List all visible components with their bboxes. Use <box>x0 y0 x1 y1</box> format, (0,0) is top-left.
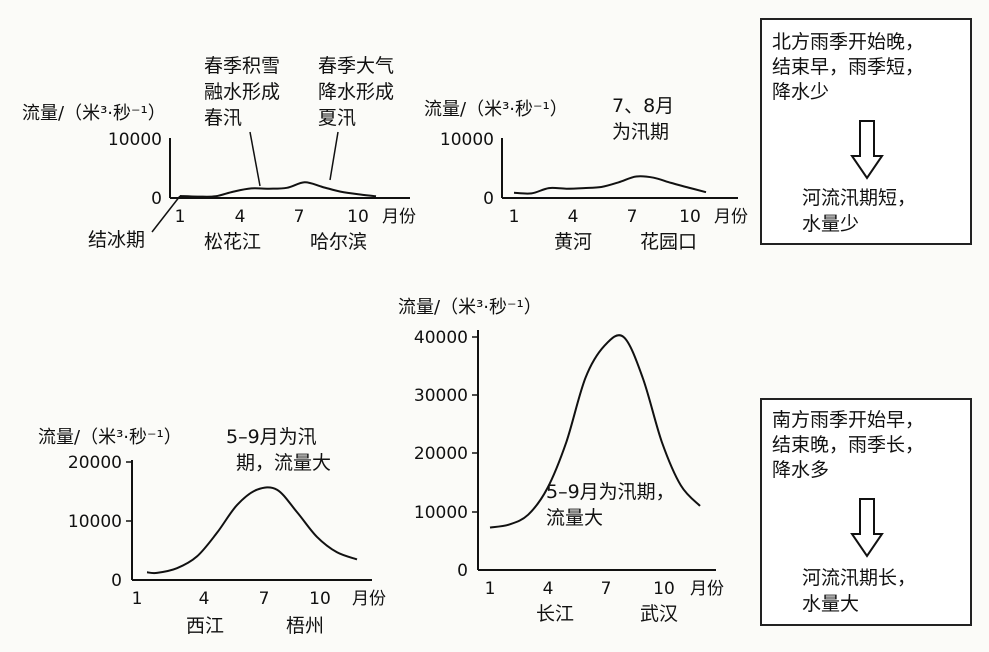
songhua-station-name: 哈尔滨 <box>310 231 367 253</box>
songhua-y-tick-label: 0 <box>151 189 162 209</box>
xijiang-station-name: 梧州 <box>286 615 324 637</box>
xijiang-y-tick-label: 20000 <box>68 453 122 473</box>
down-arrow-icon <box>850 498 884 558</box>
xijiang-y-tick-label: 0 <box>111 571 122 591</box>
north-explanation-box: 北方雨季开始晚， 结束早，雨季短， 降水少 河流汛期短， 水量少 <box>760 18 972 245</box>
huanghe-flow-curve <box>513 175 707 195</box>
songhua-y-tick-label: 10000 <box>108 130 162 150</box>
songhua-summer-note: 降水形成 <box>318 81 394 103</box>
changjiang-river-name: 长江 <box>536 603 574 625</box>
xijiang-flood-note: 5–9月为汛 <box>226 426 317 448</box>
huanghe-x-tick-label: 7 <box>627 207 638 227</box>
changjiang-y-tick-label: 40000 <box>414 328 468 348</box>
changjiang-x-tick-label: 10 <box>653 579 675 599</box>
songhua-spring-note: 春汛 <box>204 107 242 129</box>
huanghe-flood-note: 7、8月 <box>612 95 674 117</box>
north-result-line: 河流汛期短， <box>802 187 917 209</box>
songhua-x-tick-label: 10 <box>347 207 369 227</box>
changjiang-flood-note: 5–9月为汛期， <box>546 481 675 503</box>
changjiang-x-tick-label: 4 <box>543 579 554 599</box>
songhua-summer-leader <box>329 131 339 181</box>
xijiang-river-name: 西江 <box>186 615 224 637</box>
huanghe-y-axis-label: 流量/（米³·秒⁻¹） <box>424 99 568 120</box>
songhua-river-name: 松花江 <box>204 231 261 253</box>
changjiang-chart: 流量/（米³·秒⁻¹） 40000 30000 20000 10000 0 1 … <box>398 297 724 625</box>
songhua-y-axis-label: 流量/（米³·秒⁻¹） <box>22 103 166 124</box>
changjiang-station-name: 武汉 <box>640 603 678 625</box>
changjiang-flood-note: 流量大 <box>546 507 603 529</box>
songhua-x-tick-label: 4 <box>235 207 246 227</box>
south-result-line: 河流汛期长， <box>802 567 917 589</box>
songhua-summer-note: 夏汛 <box>318 107 356 129</box>
north-cause-line: 结束早，雨季短， <box>772 56 925 78</box>
xijiang-flow-curve <box>146 486 358 575</box>
south-cause-line: 结束晚，雨季长， <box>772 434 925 456</box>
huanghe-x-unit: 月份 <box>714 207 748 227</box>
songhua-chart: 流量/（米³·秒⁻¹） 10000 0 1 4 7 10 月份 松花江 哈尔滨 … <box>22 55 416 253</box>
changjiang-y-tick-label: 0 <box>457 561 468 581</box>
songhua-summer-note: 春季大气 <box>318 55 394 77</box>
south-cause-line: 南方雨季开始早， <box>772 409 925 431</box>
north-result-line: 水量少 <box>802 213 860 235</box>
xijiang-x-tick-label: 4 <box>199 589 210 609</box>
xijiang-y-axis-label: 流量/（米³·秒⁻¹） <box>38 427 182 448</box>
south-cause-line: 降水多 <box>772 459 830 481</box>
north-cause-line: 北方雨季开始晚， <box>772 31 925 53</box>
changjiang-x-unit: 月份 <box>690 579 724 599</box>
songhua-x-tick-label: 1 <box>175 207 186 227</box>
huanghe-station-name: 花园口 <box>640 231 697 253</box>
xijiang-x-tick-label: 7 <box>259 589 270 609</box>
huanghe-chart: 流量/（米³·秒⁻¹） 10000 0 1 4 7 10 月份 黄河 花园口 7… <box>424 95 748 253</box>
songhua-freeze-note: 结冰期 <box>88 229 145 251</box>
huanghe-river-name: 黄河 <box>554 231 592 253</box>
changjiang-flow-curve <box>489 334 701 529</box>
songhua-spring-note: 融水形成 <box>204 81 280 103</box>
south-result-line: 水量大 <box>802 593 860 615</box>
xijiang-x-unit: 月份 <box>352 589 386 609</box>
songhua-freeze-leader <box>151 195 181 233</box>
xijiang-flood-note: 期，流量大 <box>236 452 331 474</box>
songhua-x-unit: 月份 <box>382 207 416 227</box>
north-cause-line: 降水少 <box>772 81 830 103</box>
xijiang-y-tick-label: 10000 <box>68 512 122 532</box>
changjiang-x-tick-label: 7 <box>601 579 612 599</box>
songhua-x-tick-label: 7 <box>294 207 305 227</box>
xijiang-x-tick-label: 1 <box>132 589 143 609</box>
huanghe-x-tick-label: 1 <box>509 207 520 227</box>
changjiang-y-axis-label: 流量/（米³·秒⁻¹） <box>398 297 542 318</box>
xijiang-chart: 流量/（米³·秒⁻¹） 20000 10000 0 1 4 7 10 月份 西江… <box>38 426 386 637</box>
songhua-spring-leader <box>249 131 261 187</box>
huanghe-y-tick-label: 10000 <box>440 130 494 150</box>
changjiang-y-tick-label: 30000 <box>414 386 468 406</box>
huanghe-x-tick-label: 10 <box>679 207 701 227</box>
changjiang-y-tick-label: 10000 <box>414 503 468 523</box>
songhua-flow-curve <box>179 181 377 198</box>
songhua-spring-note: 春季积雪 <box>204 55 280 77</box>
huanghe-y-tick-label: 0 <box>483 189 494 209</box>
changjiang-y-tick-label: 20000 <box>414 444 468 464</box>
down-arrow-icon <box>850 120 884 180</box>
huanghe-flood-note: 为汛期 <box>612 121 669 143</box>
huanghe-x-tick-label: 4 <box>568 207 579 227</box>
south-explanation-box: 南方雨季开始早， 结束晚，雨季长， 降水多 河流汛期长， 水量大 <box>760 398 972 626</box>
changjiang-x-tick-label: 1 <box>485 579 496 599</box>
xijiang-x-tick-label: 10 <box>309 589 331 609</box>
